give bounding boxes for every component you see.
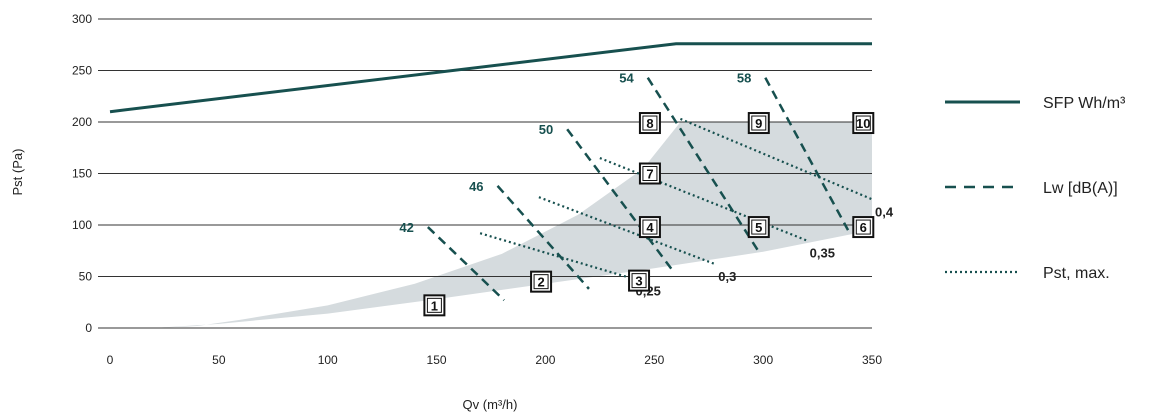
legend-label-dashed: Lw [dB(A)] <box>1043 180 1118 197</box>
operating-point-inner-box <box>642 166 658 181</box>
x-tick-label: 0 <box>107 353 114 367</box>
x-tick-label: 100 <box>318 353 338 367</box>
operating-point-box <box>747 216 770 239</box>
operating-point-4: 4 <box>638 216 661 239</box>
operating-point-box <box>638 112 661 135</box>
pst-label-0-4: 0,4 <box>875 204 894 219</box>
y-tick-label: 300 <box>72 12 92 26</box>
operating-point-box <box>638 162 661 185</box>
operating-point-1: 1 <box>423 294 446 317</box>
operating-point-label: 5 <box>755 220 762 235</box>
operating-point-label: 7 <box>646 167 653 182</box>
series-lines <box>109 42 873 302</box>
y-axis-label: Pst (Pa) <box>10 149 25 196</box>
lw-label-42: 42 <box>399 220 413 235</box>
operating-point-2: 2 <box>530 270 553 293</box>
operating-point-label: 2 <box>537 275 544 290</box>
operating-point-box <box>638 216 661 239</box>
operating-point-10: 10 <box>852 112 875 135</box>
x-tick-label: 150 <box>427 353 447 367</box>
legend-label-dotted: Pst, max. <box>1043 265 1110 282</box>
operating-point-inner-box <box>642 115 658 131</box>
y-tick-label: 100 <box>72 218 92 232</box>
operating-point-inner-box <box>751 219 767 235</box>
lw-label-58: 58 <box>737 71 751 86</box>
operating-point-markers: 1 2 3 4 5 6 7 8 9 10 <box>423 112 875 317</box>
operating-point-inner-box <box>642 219 658 235</box>
operating-point-box <box>852 216 875 239</box>
operating-point-label: 1 <box>431 298 438 313</box>
operating-point-inner-box <box>855 115 871 131</box>
operating-point-inner-box <box>631 273 647 289</box>
x-tick-label: 50 <box>212 353 226 367</box>
sfp-line <box>109 42 872 114</box>
x-tick-label: 350 <box>862 353 882 367</box>
operating-point-inner-box <box>426 297 442 313</box>
operating-point-9: 9 <box>747 112 770 135</box>
pst-label-0-35: 0,35 <box>810 245 835 260</box>
lw-label-46: 46 <box>469 179 483 194</box>
operating-point-5: 5 <box>747 216 770 239</box>
x-tick-label: 250 <box>644 353 664 367</box>
y-tick-label: 150 <box>72 167 92 181</box>
x-tick-label: 200 <box>535 353 555 367</box>
operating-point-6: 6 <box>852 216 875 239</box>
pst-line-0-3 <box>538 196 716 266</box>
gridlines <box>98 18 872 329</box>
legend: SFP Wh/m³ Lw [dB(A)] Pst, max. <box>945 95 1126 282</box>
x-axis-label: Qv (m³/h) <box>463 397 518 412</box>
lw-line-54 <box>646 77 760 253</box>
pst-line-0-25 <box>479 232 633 280</box>
lw-label-54: 54 <box>619 71 634 86</box>
operating-point-7: 7 <box>638 162 661 185</box>
operating-point-label: 10 <box>856 116 870 131</box>
operating-point-label: 9 <box>755 116 762 131</box>
operating-point-label: 6 <box>860 220 867 235</box>
operating-point-inner-box <box>751 115 767 131</box>
lw-line-46 <box>496 185 590 290</box>
operating-point-box <box>628 269 651 292</box>
operating-point-inner-box <box>855 219 871 235</box>
lw-line-42 <box>426 226 505 302</box>
y-tick-label: 50 <box>79 270 93 284</box>
operating-point-label: 3 <box>635 274 642 289</box>
operating-point-label: 8 <box>646 116 653 131</box>
operating-point-3: 3 <box>628 269 651 292</box>
operating-point-inner-box <box>533 274 549 290</box>
operating-point-box <box>530 270 553 293</box>
y-tick-label: 200 <box>72 115 92 129</box>
operating-point-box <box>852 112 875 135</box>
y-tick-label: 0 <box>85 321 92 335</box>
operating-point-box <box>423 294 446 317</box>
pst-label-0-3: 0,3 <box>718 269 736 284</box>
pst-line-0-35 <box>599 157 808 242</box>
legend-label-solid: SFP Wh/m³ <box>1043 95 1126 112</box>
operating-point-8: 8 <box>638 112 661 135</box>
y-tick-label: 250 <box>72 64 92 78</box>
x-tick-label: 300 <box>753 353 773 367</box>
lw-label-50: 50 <box>539 122 553 137</box>
operating-point-box <box>747 112 770 135</box>
operating-point-label: 4 <box>646 220 654 235</box>
